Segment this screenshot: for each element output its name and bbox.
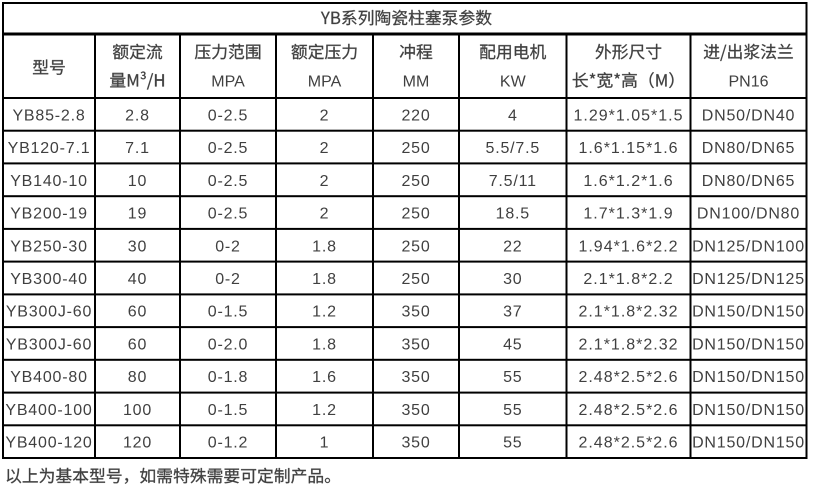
svg-text:0-2: 0-2 [215, 238, 241, 255]
svg-text:MM: MM [403, 74, 430, 91]
svg-text:55: 55 [503, 402, 522, 419]
svg-text:DN100/DN80: DN100/DN80 [697, 206, 800, 223]
svg-text:DN125/DN100: DN125/DN100 [692, 238, 805, 255]
svg-text:1.8: 1.8 [312, 271, 337, 288]
svg-text:0-2.0: 0-2.0 [208, 337, 248, 354]
svg-text:60: 60 [128, 304, 147, 321]
svg-text:350: 350 [401, 402, 430, 419]
svg-text:80: 80 [128, 369, 147, 386]
svg-text:YB400-120: YB400-120 [5, 435, 92, 452]
svg-text:2.48*2.5*2.6: 2.48*2.5*2.6 [578, 435, 678, 452]
svg-text:60: 60 [128, 337, 147, 354]
svg-text:350: 350 [401, 369, 430, 386]
svg-text:7.1: 7.1 [125, 140, 150, 157]
svg-text:DN150/DN150: DN150/DN150 [692, 304, 805, 321]
svg-text:MPA: MPA [308, 74, 342, 91]
svg-text:250: 250 [401, 206, 430, 223]
svg-text:0-2.5: 0-2.5 [208, 107, 248, 124]
svg-text:KW: KW [500, 74, 527, 91]
svg-text:220: 220 [401, 107, 430, 124]
svg-text:7.5/11: 7.5/11 [489, 173, 537, 190]
svg-text:DN150/DN150: DN150/DN150 [692, 435, 805, 452]
svg-text:30: 30 [128, 238, 147, 255]
svg-text:55: 55 [503, 435, 522, 452]
svg-text:55: 55 [503, 369, 522, 386]
svg-text:2: 2 [320, 206, 330, 223]
svg-text:22: 22 [503, 238, 522, 255]
svg-text:0-1.2: 0-1.2 [208, 435, 248, 452]
svg-text:YB400-80: YB400-80 [10, 369, 88, 386]
svg-text:1.94*1.6*2.2: 1.94*1.6*2.2 [578, 238, 678, 255]
svg-text:0-2.5: 0-2.5 [208, 173, 248, 190]
svg-text:350: 350 [401, 304, 430, 321]
svg-text:YB200-19: YB200-19 [10, 206, 88, 223]
svg-text:DN150/DN150: DN150/DN150 [692, 402, 805, 419]
svg-text:1.8: 1.8 [312, 337, 337, 354]
svg-text:18.5: 18.5 [496, 206, 530, 223]
svg-text:10: 10 [128, 173, 147, 190]
svg-text:4: 4 [508, 107, 518, 124]
svg-text:DN150/DN150: DN150/DN150 [692, 337, 805, 354]
svg-text:DN150/DN150: DN150/DN150 [692, 369, 805, 386]
svg-text:2: 2 [320, 107, 330, 124]
svg-text:0-2: 0-2 [215, 271, 241, 288]
svg-text:5.5/7.5: 5.5/7.5 [486, 140, 541, 157]
svg-text:1.6*1.2*1.6: 1.6*1.2*1.6 [583, 173, 673, 190]
svg-text:30: 30 [503, 271, 522, 288]
svg-text:2.1*1.8*2.32: 2.1*1.8*2.32 [578, 304, 678, 321]
svg-text:37: 37 [503, 304, 522, 321]
svg-text:1.2: 1.2 [312, 304, 337, 321]
svg-text:YB140-10: YB140-10 [10, 173, 88, 190]
svg-text:100: 100 [123, 402, 152, 419]
svg-text:YB300J-60: YB300J-60 [6, 304, 92, 321]
svg-text:YB250-30: YB250-30 [10, 238, 88, 255]
svg-text:2.1*1.8*2.2: 2.1*1.8*2.2 [583, 271, 673, 288]
svg-text:350: 350 [401, 435, 430, 452]
svg-text:DN80/DN65: DN80/DN65 [702, 173, 795, 190]
svg-text:PN16: PN16 [728, 74, 768, 91]
svg-text:2.48*2.5*2.6: 2.48*2.5*2.6 [578, 369, 678, 386]
svg-text:DN50/DN40: DN50/DN40 [702, 107, 795, 124]
svg-text:250: 250 [401, 271, 430, 288]
svg-text:1.29*1.05*1.5: 1.29*1.05*1.5 [574, 107, 684, 124]
svg-text:YB300J-60: YB300J-60 [6, 337, 92, 354]
svg-text:0-1.8: 0-1.8 [208, 369, 248, 386]
svg-text:DN80/DN65: DN80/DN65 [702, 140, 795, 157]
svg-text:1.7*1.3*1.9: 1.7*1.3*1.9 [583, 206, 673, 223]
svg-text:19: 19 [128, 206, 147, 223]
svg-text:0-1.5: 0-1.5 [208, 304, 248, 321]
svg-text:2.1*1.8*2.32: 2.1*1.8*2.32 [578, 337, 678, 354]
svg-text:DN125/DN125: DN125/DN125 [692, 271, 805, 288]
svg-text:120: 120 [123, 435, 152, 452]
svg-text:2: 2 [320, 173, 330, 190]
svg-text:1.6*1.15*1.6: 1.6*1.15*1.6 [578, 140, 678, 157]
svg-text:250: 250 [401, 173, 430, 190]
svg-text:1.2: 1.2 [312, 402, 337, 419]
svg-text:40: 40 [128, 271, 147, 288]
svg-text:1.6: 1.6 [312, 369, 337, 386]
svg-text:YB85-2.8: YB85-2.8 [12, 107, 85, 124]
svg-text:2: 2 [320, 140, 330, 157]
svg-text:2.48*2.5*2.6: 2.48*2.5*2.6 [578, 402, 678, 419]
svg-text:0-1.5: 0-1.5 [208, 402, 248, 419]
svg-text:1.8: 1.8 [312, 238, 337, 255]
svg-text:2.8: 2.8 [125, 107, 150, 124]
svg-text:350: 350 [401, 337, 430, 354]
svg-text:YB300-40: YB300-40 [10, 271, 88, 288]
svg-text:45: 45 [503, 337, 522, 354]
svg-text:YB400-100: YB400-100 [5, 402, 92, 419]
svg-text:0-2.5: 0-2.5 [208, 140, 248, 157]
svg-text:250: 250 [401, 140, 430, 157]
svg-text:YB120-7.1: YB120-7.1 [8, 140, 91, 157]
svg-text:0-2.5: 0-2.5 [208, 206, 248, 223]
svg-text:1: 1 [320, 435, 330, 452]
svg-text:250: 250 [401, 238, 430, 255]
svg-text:MPA: MPA [211, 74, 245, 91]
